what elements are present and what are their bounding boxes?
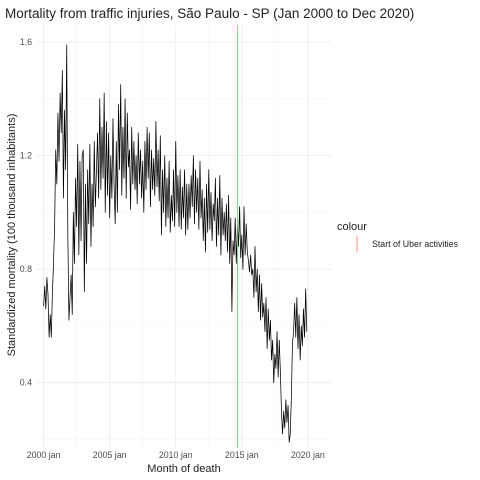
x-axis-ticks: 2000 jan 2005 jan 2010 jan 2015 jan 2020 jan: [27, 450, 325, 460]
chart-title: Mortality from traffic injuries, São Pau…: [5, 6, 414, 21]
series-layer: [43, 44, 308, 443]
plot-panel: [37, 25, 331, 448]
x-tick-label: 2005 jan: [93, 450, 127, 460]
major-gridlines: [37, 25, 331, 448]
y-axis-title: Standardized mortality (100 thousand inh…: [6, 114, 18, 357]
y-axis-ticks: 0.4 0.8 1.2 1.6: [20, 37, 32, 388]
legend-label: Start of Uber activities: [372, 239, 459, 249]
y-tick-label: 1.2: [20, 151, 32, 161]
x-tick-label: 2010 jan: [159, 450, 193, 460]
series-line: [43, 44, 308, 443]
x-tick-label: 2015 jan: [225, 450, 259, 460]
y-tick-label: 0.8: [20, 264, 32, 274]
x-axis-title: Month of death: [147, 463, 220, 475]
y-tick-label: 1.6: [20, 37, 32, 47]
y-tick-label: 0.4: [20, 378, 32, 388]
minor-gridlines: [37, 25, 331, 448]
legend-title: colour: [337, 221, 367, 233]
x-tick-label: 2020 jan: [291, 450, 325, 460]
x-tick-label: 2000 jan: [27, 450, 61, 460]
legend: colour Start of Uber activities: [337, 221, 459, 252]
